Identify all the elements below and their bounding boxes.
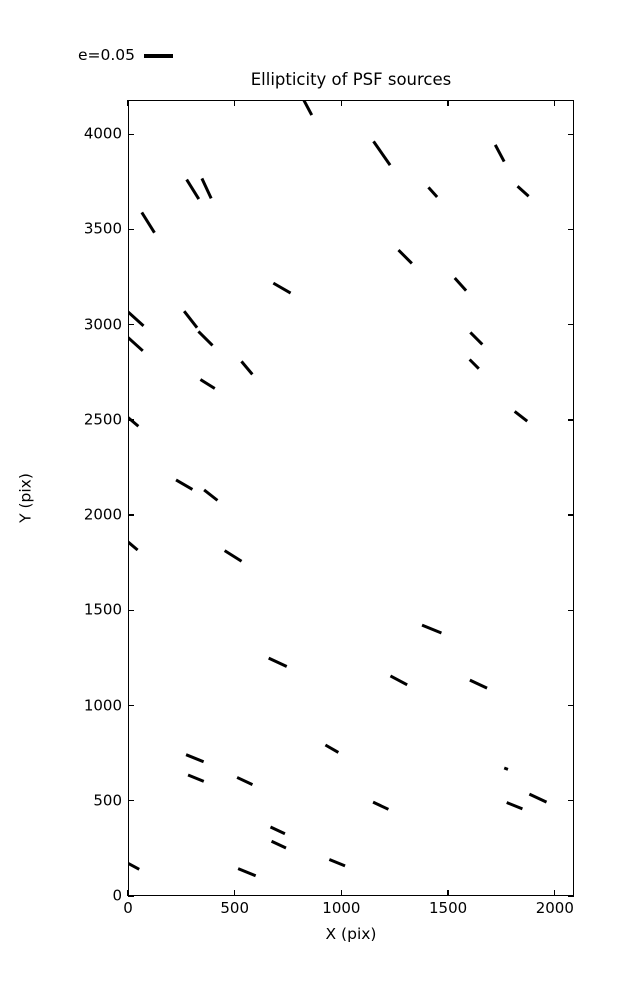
- x-tick-mark: [447, 100, 449, 106]
- whisker-segment: [328, 858, 346, 868]
- y-tick-mark: [128, 133, 134, 135]
- y-tick-mark: [568, 324, 574, 326]
- x-tick-mark: [554, 890, 556, 896]
- whisker-segment: [129, 336, 144, 352]
- x-tick-label: 0: [123, 899, 133, 917]
- y-tick-label: 2500: [83, 410, 122, 429]
- whisker-segment: [513, 410, 529, 423]
- whisker-segment: [272, 281, 292, 295]
- y-tick-mark: [128, 800, 134, 802]
- whisker-segment: [427, 186, 439, 198]
- whisker-segment: [302, 101, 314, 116]
- whisker-segment: [372, 800, 390, 811]
- whisker-segment: [129, 862, 140, 871]
- whisker-segment: [528, 792, 548, 804]
- y-tick-mark: [568, 514, 574, 516]
- whisker-segment: [129, 310, 145, 327]
- x-tick-mark: [233, 890, 236, 896]
- whisker-segment: [197, 330, 214, 347]
- y-tick-mark: [128, 895, 134, 897]
- whisker-segment: [240, 360, 254, 376]
- x-axis-label: X (pix): [325, 925, 377, 943]
- whisker-segment: [203, 488, 219, 502]
- y-tick-mark: [568, 704, 574, 707]
- legend-label: e=0.05: [78, 46, 136, 65]
- x-tick-mark: [233, 100, 236, 106]
- whisker-segment: [270, 839, 287, 850]
- x-tick-label: 1500: [429, 899, 468, 917]
- whisker-segment: [175, 478, 194, 491]
- whisker-segment: [469, 678, 488, 690]
- whisker-segment: [185, 753, 205, 764]
- whisker-segment: [503, 766, 509, 771]
- whisker-segment: [389, 674, 408, 687]
- y-tick-label: 2000: [83, 505, 122, 524]
- x-tick-mark: [127, 890, 129, 896]
- x-tick-mark: [447, 890, 449, 896]
- whisker-segment: [421, 623, 442, 635]
- whisker-segment: [397, 249, 413, 265]
- y-tick-mark: [568, 800, 574, 802]
- plot-axes-area: [128, 100, 574, 896]
- y-tick-label: 500: [93, 791, 122, 810]
- y-tick-label: 1500: [83, 600, 122, 619]
- ellipticity-scale-legend: e=0.05: [78, 44, 174, 68]
- whisker-segment: [324, 743, 340, 754]
- whisker-segment: [453, 277, 468, 292]
- whisker-segment: [506, 801, 523, 811]
- y-tick-label: 4000: [83, 124, 122, 143]
- y-tick-mark: [568, 895, 574, 897]
- whisker-segment: [129, 540, 139, 552]
- y-tick-label: 3500: [83, 219, 122, 238]
- whisker-segment: [268, 656, 288, 668]
- whisker-segment: [185, 178, 201, 200]
- y-tick-mark: [568, 133, 574, 135]
- y-tick-mark: [568, 609, 574, 612]
- y-tick-mark: [128, 324, 134, 326]
- whisker-segment: [372, 140, 392, 166]
- whisker-segment: [199, 378, 216, 390]
- plot-title: Ellipticity of PSF sources: [250, 70, 452, 89]
- y-tick-label: 3000: [83, 315, 122, 334]
- whisker-layer: [129, 101, 548, 878]
- y-tick-label: 0: [112, 886, 122, 905]
- whisker-segment: [516, 185, 530, 198]
- whisker-segment: [187, 773, 205, 783]
- y-tick-mark: [128, 514, 134, 516]
- y-tick-mark: [128, 704, 134, 707]
- x-tick-mark: [340, 100, 343, 106]
- whisker-segment: [269, 825, 286, 836]
- x-tick-mark: [340, 890, 343, 896]
- x-tick-mark: [127, 100, 129, 106]
- whisker-segment: [469, 331, 484, 346]
- y-tick-mark: [568, 228, 574, 231]
- x-tick-label: 500: [220, 899, 250, 917]
- scale-whisker-bar-icon: [144, 54, 174, 58]
- y-tick-label: 1000: [83, 696, 122, 715]
- whisker-segment: [236, 776, 254, 786]
- x-tick-mark: [554, 100, 556, 106]
- y-tick-mark: [128, 228, 134, 231]
- x-tick-label: 2000: [535, 899, 574, 917]
- whisker-segment: [200, 177, 213, 199]
- whisker-segment: [140, 211, 156, 234]
- whisker-segment: [468, 358, 480, 370]
- x-tick-label: 1000: [322, 899, 361, 917]
- whisker-segment: [182, 310, 199, 329]
- y-tick-mark: [568, 419, 574, 421]
- y-tick-mark: [128, 609, 134, 612]
- whisker-segment: [493, 144, 506, 163]
- whisker-segment: [237, 867, 257, 878]
- whisker-segment: [223, 549, 243, 563]
- y-tick-mark: [128, 419, 134, 421]
- y-axis-label: Y (pix): [16, 473, 35, 523]
